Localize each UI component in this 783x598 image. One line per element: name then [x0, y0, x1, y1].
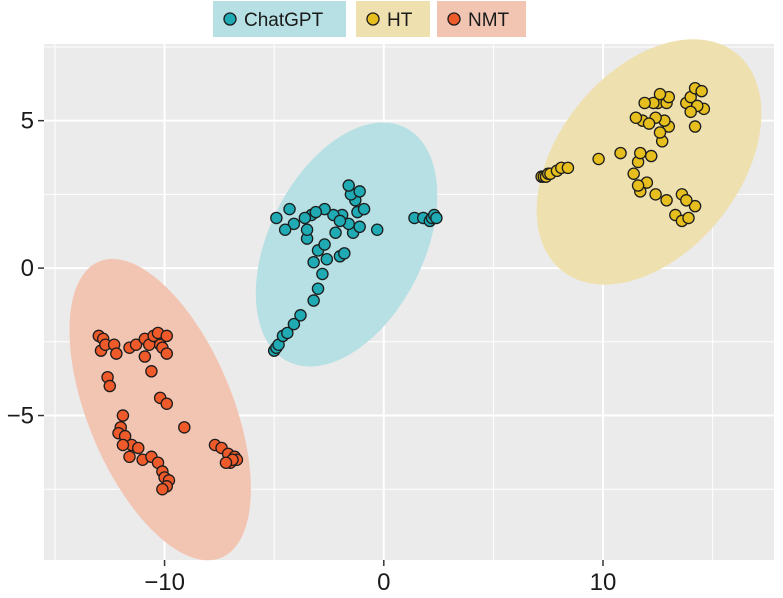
y-tick-label: 5 [21, 108, 34, 135]
point-nmt [138, 350, 152, 363]
point-chatgpt [278, 223, 292, 237]
point-ht [638, 96, 651, 110]
data-points [92, 81, 711, 496]
point-ht [649, 188, 662, 201]
point-chatgpt [357, 202, 371, 216]
y-tick-label: 0 [21, 255, 34, 282]
y-axis-ticks: 5 0 −5 [7, 108, 44, 430]
point-ht [695, 84, 708, 98]
point-chatgpt [316, 267, 329, 281]
point-nmt [116, 409, 130, 422]
point-chatgpt [300, 223, 314, 237]
x-tick-label: 0 [377, 569, 390, 596]
point-chatgpt [370, 223, 384, 237]
point-nmt [219, 456, 233, 469]
legend-label-ht: HT [387, 10, 413, 31]
point-ht [561, 161, 575, 175]
point-chatgpt [342, 179, 355, 192]
point-nmt [160, 347, 174, 360]
point-chatgpt [329, 226, 342, 239]
legend-label-chatgpt: ChatGPT [244, 10, 324, 31]
point-ht [682, 211, 695, 225]
point-chatgpt [281, 326, 294, 340]
y-tick-label: −5 [7, 403, 34, 430]
point-chatgpt [270, 211, 283, 225]
legend-marker-nmt [447, 12, 461, 26]
legend-marker-ht [366, 12, 380, 26]
point-chatgpt [307, 255, 320, 269]
point-ht [614, 146, 627, 160]
point-ht [629, 111, 643, 124]
point-chatgpt [430, 211, 443, 225]
point-ht [688, 199, 702, 213]
point-ht [688, 120, 702, 133]
point-nmt [178, 421, 191, 434]
point-chatgpt [353, 220, 366, 234]
point-chatgpt [298, 211, 312, 225]
point-chatgpt [309, 205, 323, 219]
point-chatgpt [318, 238, 331, 251]
point-ht [627, 167, 640, 180]
ellipse-chatgpt [255, 122, 438, 367]
point-chatgpt [283, 202, 296, 216]
point-ht [653, 87, 667, 101]
point-nmt [132, 441, 145, 455]
x-tick-label: 10 [590, 569, 617, 596]
point-nmt [160, 397, 174, 410]
point-chatgpt [353, 185, 366, 198]
point-ht [653, 126, 667, 139]
point-chatgpt [333, 214, 347, 228]
ellipse-ht [536, 39, 762, 285]
point-ht [660, 194, 673, 207]
point-chatgpt [294, 309, 307, 322]
point-ht [642, 117, 656, 130]
point-nmt [110, 347, 123, 360]
point-ht [634, 146, 647, 160]
point-ht [680, 194, 693, 207]
x-tick-label: −10 [144, 569, 185, 596]
point-nmt [116, 438, 130, 452]
point-chatgpt [307, 294, 320, 307]
legend: ChatGPT HT NMT [213, 1, 526, 37]
point-chatgpt [311, 282, 325, 295]
legend-marker-chatgpt [223, 12, 237, 26]
point-nmt [123, 450, 136, 464]
x-axis-ticks: −10 0 10 [144, 560, 616, 596]
point-chatgpt [338, 247, 351, 260]
point-ht [592, 152, 605, 166]
point-ht [684, 105, 697, 119]
confidence-ellipses [69, 39, 762, 561]
ellipse-nmt [69, 258, 251, 561]
point-nmt [103, 379, 117, 393]
point-chatgpt [320, 252, 334, 266]
point-nmt [160, 329, 174, 343]
point-nmt [145, 365, 158, 378]
point-ht [644, 149, 658, 163]
legend-label-nmt: NMT [468, 10, 510, 31]
point-ht [631, 179, 645, 192]
point-nmt [156, 482, 169, 496]
point-chatgpt [287, 317, 301, 331]
point-chatgpt [287, 217, 301, 231]
point-nmt [129, 338, 143, 352]
